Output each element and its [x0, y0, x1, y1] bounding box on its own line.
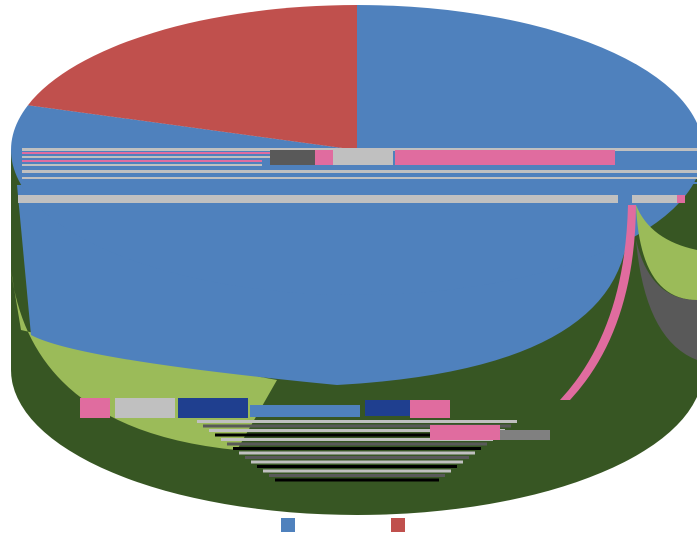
pie-rim-block	[430, 425, 500, 440]
pie-slice-2	[27, 5, 357, 150]
pie-artifact-right-green	[636, 205, 697, 300]
legend-swatch-series-1	[281, 518, 295, 532]
pie-rim-stripe	[227, 442, 487, 446]
pie-rim-block	[80, 398, 110, 418]
pie-rim-stripe	[263, 469, 451, 473]
pie-rim-stripe	[257, 465, 457, 468]
pie-artifact-right-dark	[636, 240, 697, 360]
pie-rim-stripe	[203, 424, 511, 428]
pie-rim-stripe	[197, 420, 517, 423]
pie-artifact-stripe	[333, 150, 393, 165]
pie-artifact-stripe	[270, 150, 315, 165]
pie-artifact-stripe	[18, 195, 618, 203]
chart-legend	[0, 512, 697, 538]
pie-artifact-stripe	[22, 156, 272, 158]
pie-rim-block	[500, 430, 550, 440]
legend-item-series-2	[391, 517, 411, 533]
pie-artifact-stripe	[22, 148, 697, 151]
pie-artifact-stripe	[677, 195, 685, 203]
pie-rim-stripe	[269, 474, 445, 477]
pie-rim-stripe	[215, 433, 499, 437]
pie-artifact-swoosh	[560, 205, 636, 400]
pie-artifact-stripe	[22, 160, 262, 162]
pie-rim-stripe	[245, 456, 469, 459]
legend-item-series-1	[281, 517, 301, 533]
pie-rim-block	[250, 405, 360, 417]
pie-rim-block	[410, 400, 450, 418]
pie-artifact-stripe	[22, 164, 262, 166]
pie-rim-stripe	[239, 451, 475, 455]
pie-artifact-stripe	[632, 195, 677, 203]
legend-swatch-series-2	[391, 518, 405, 532]
pie-artifact-stripe	[22, 182, 697, 184]
pie-artifact-stripe	[395, 150, 615, 165]
pie-rim-block	[178, 398, 248, 418]
pie-rim-stripe	[209, 429, 505, 432]
pie-artifact-stripe	[22, 152, 322, 154]
pie-artifact-stripe	[22, 177, 697, 179]
pie-rim-stripe	[251, 460, 463, 464]
pie-rim-stripe	[275, 478, 439, 482]
pie-rim-block	[115, 398, 175, 418]
pie-rim-stripe	[233, 447, 481, 450]
pie-artifact-stripe	[22, 170, 697, 173]
pie-artifact-stripe	[315, 150, 333, 165]
pie-rim-stripe	[221, 438, 493, 441]
